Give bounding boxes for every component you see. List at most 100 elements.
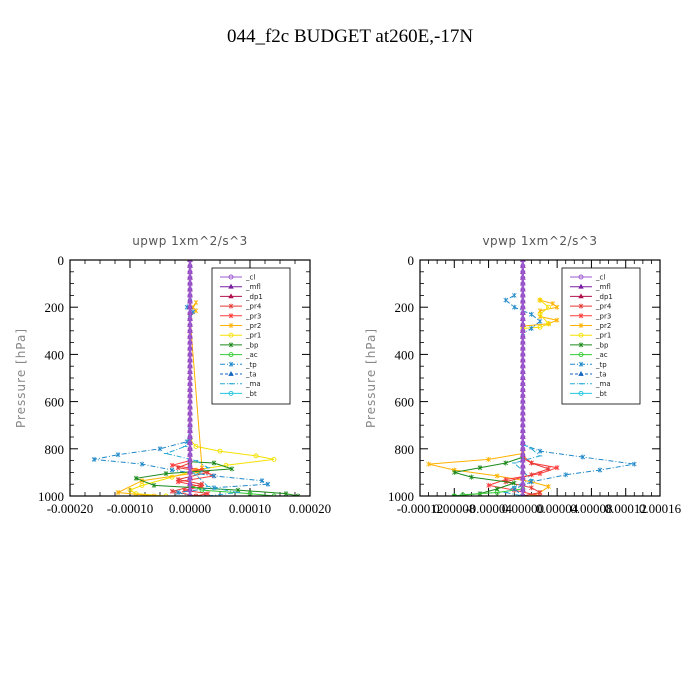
series-point-tp bbox=[529, 325, 534, 331]
panel-title: upwp 1xm^2/s^3 bbox=[132, 234, 248, 248]
series-point-cl bbox=[520, 304, 526, 310]
series-point-pr1 bbox=[546, 321, 552, 327]
series-point-tp bbox=[115, 452, 121, 458]
y-tick-label: 800 bbox=[395, 442, 415, 457]
series-point-pr2 bbox=[193, 299, 199, 305]
legend-label: _pr3 bbox=[595, 312, 611, 320]
legend-label: _ta bbox=[245, 371, 257, 379]
x-tick-label: -0.00020 bbox=[47, 501, 94, 516]
series-line-pr1 bbox=[128, 439, 275, 496]
legend-label: _bt bbox=[595, 390, 607, 398]
series-point-pr1 bbox=[217, 448, 223, 454]
legend-marker bbox=[578, 313, 584, 319]
series-point-ac bbox=[271, 493, 277, 496]
plot-frame bbox=[419, 259, 661, 497]
series-point-pr4 bbox=[537, 489, 543, 495]
y-tick-label: 1000 bbox=[388, 489, 414, 504]
series-group bbox=[91, 260, 301, 496]
legend-label: _ac bbox=[245, 351, 258, 359]
series-point-pr4 bbox=[169, 488, 175, 494]
series-point-tp bbox=[169, 467, 175, 473]
series-point-pr3 bbox=[169, 462, 175, 468]
legend-marker bbox=[578, 390, 584, 396]
series-point-cl bbox=[520, 328, 526, 334]
series-point-pr1 bbox=[193, 443, 199, 449]
series-point-bp bbox=[477, 465, 483, 471]
legend-label: _pr1 bbox=[595, 332, 611, 340]
legend-label: _mfl bbox=[245, 283, 261, 291]
series-point-cl bbox=[187, 260, 193, 263]
legend-marker bbox=[578, 323, 584, 328]
series-point-bp bbox=[133, 475, 139, 481]
series-point-cl bbox=[187, 493, 193, 496]
series-point-cl bbox=[187, 263, 193, 269]
series-point-cl bbox=[187, 481, 193, 487]
series-point-pr2 bbox=[546, 484, 551, 490]
legend-marker bbox=[228, 370, 234, 376]
series-point-cl bbox=[187, 328, 193, 334]
series-point-pr1 bbox=[546, 304, 552, 310]
series-point-cl bbox=[187, 351, 193, 357]
y-tick-label: 600 bbox=[45, 395, 65, 410]
series-point-cl bbox=[187, 405, 193, 410]
series-line-ac bbox=[454, 488, 523, 496]
legend-label: _ma bbox=[245, 380, 261, 388]
series-point-cl bbox=[187, 322, 193, 328]
series-point-pr1 bbox=[127, 487, 133, 493]
series-point-cl bbox=[520, 369, 526, 375]
legend-marker bbox=[578, 361, 584, 367]
series-point-cl bbox=[187, 458, 193, 464]
series-point-bp bbox=[211, 460, 217, 466]
series-point-bp bbox=[163, 471, 169, 477]
legend-label: _pr4 bbox=[595, 303, 612, 311]
x-tick-label: 0.00020 bbox=[289, 501, 331, 516]
series-group bbox=[426, 260, 637, 496]
series-point-tp bbox=[597, 467, 603, 473]
series-point-cl bbox=[187, 281, 193, 287]
series-line-ac bbox=[189, 484, 275, 496]
series-point-bp bbox=[283, 491, 289, 496]
series-point-cl bbox=[187, 452, 193, 458]
legend-marker bbox=[228, 352, 234, 358]
series-point-cl bbox=[520, 440, 526, 446]
y-axis-label: Pressure [hPa] bbox=[14, 328, 28, 428]
legend-label: _pr2 bbox=[595, 322, 611, 330]
series-point-pr4 bbox=[529, 460, 534, 466]
series-point-cl bbox=[187, 393, 193, 399]
series-point-cl bbox=[520, 281, 526, 287]
legend-label: _ac bbox=[595, 351, 608, 359]
series-point-cl bbox=[520, 469, 526, 475]
legend-box bbox=[211, 267, 291, 405]
series-point-cl bbox=[187, 469, 193, 475]
series-point-cl bbox=[520, 446, 526, 452]
legend-label: _ta bbox=[595, 371, 607, 379]
y-axis-label: Pressure [hPa] bbox=[364, 328, 378, 428]
series-point-cl bbox=[187, 292, 193, 298]
series-point-tp bbox=[512, 304, 517, 310]
legend-marker bbox=[578, 332, 584, 338]
series-point-pr1 bbox=[537, 311, 543, 317]
series-point-cl bbox=[520, 363, 526, 369]
series-point-cl bbox=[187, 464, 193, 469]
series-point-cl bbox=[520, 434, 526, 440]
series-point-pr4 bbox=[546, 466, 551, 472]
series-point-pr2 bbox=[115, 489, 121, 495]
y-tick-label: 600 bbox=[395, 395, 415, 410]
series-point-cl bbox=[520, 275, 526, 281]
series-point-cl bbox=[187, 363, 193, 369]
series-point-cl bbox=[520, 310, 526, 316]
series-point-tp bbox=[503, 297, 508, 303]
legend-marker bbox=[228, 342, 234, 348]
legend-marker bbox=[228, 361, 234, 367]
legend-label: _cl bbox=[595, 274, 605, 282]
series-point-ac bbox=[199, 487, 205, 493]
x-tick-label: 0.00000 bbox=[502, 501, 544, 516]
series-point-cl bbox=[520, 287, 526, 292]
series-point-pr4 bbox=[529, 472, 534, 478]
panel-title: vpwp 1xm^2/s^3 bbox=[482, 234, 597, 248]
series-point-cl bbox=[187, 298, 193, 304]
legend-label: _tp bbox=[245, 361, 257, 369]
x-tick-label: -0.00010 bbox=[107, 501, 154, 516]
series-point-cl bbox=[520, 298, 526, 304]
series-point-cl bbox=[520, 322, 526, 328]
